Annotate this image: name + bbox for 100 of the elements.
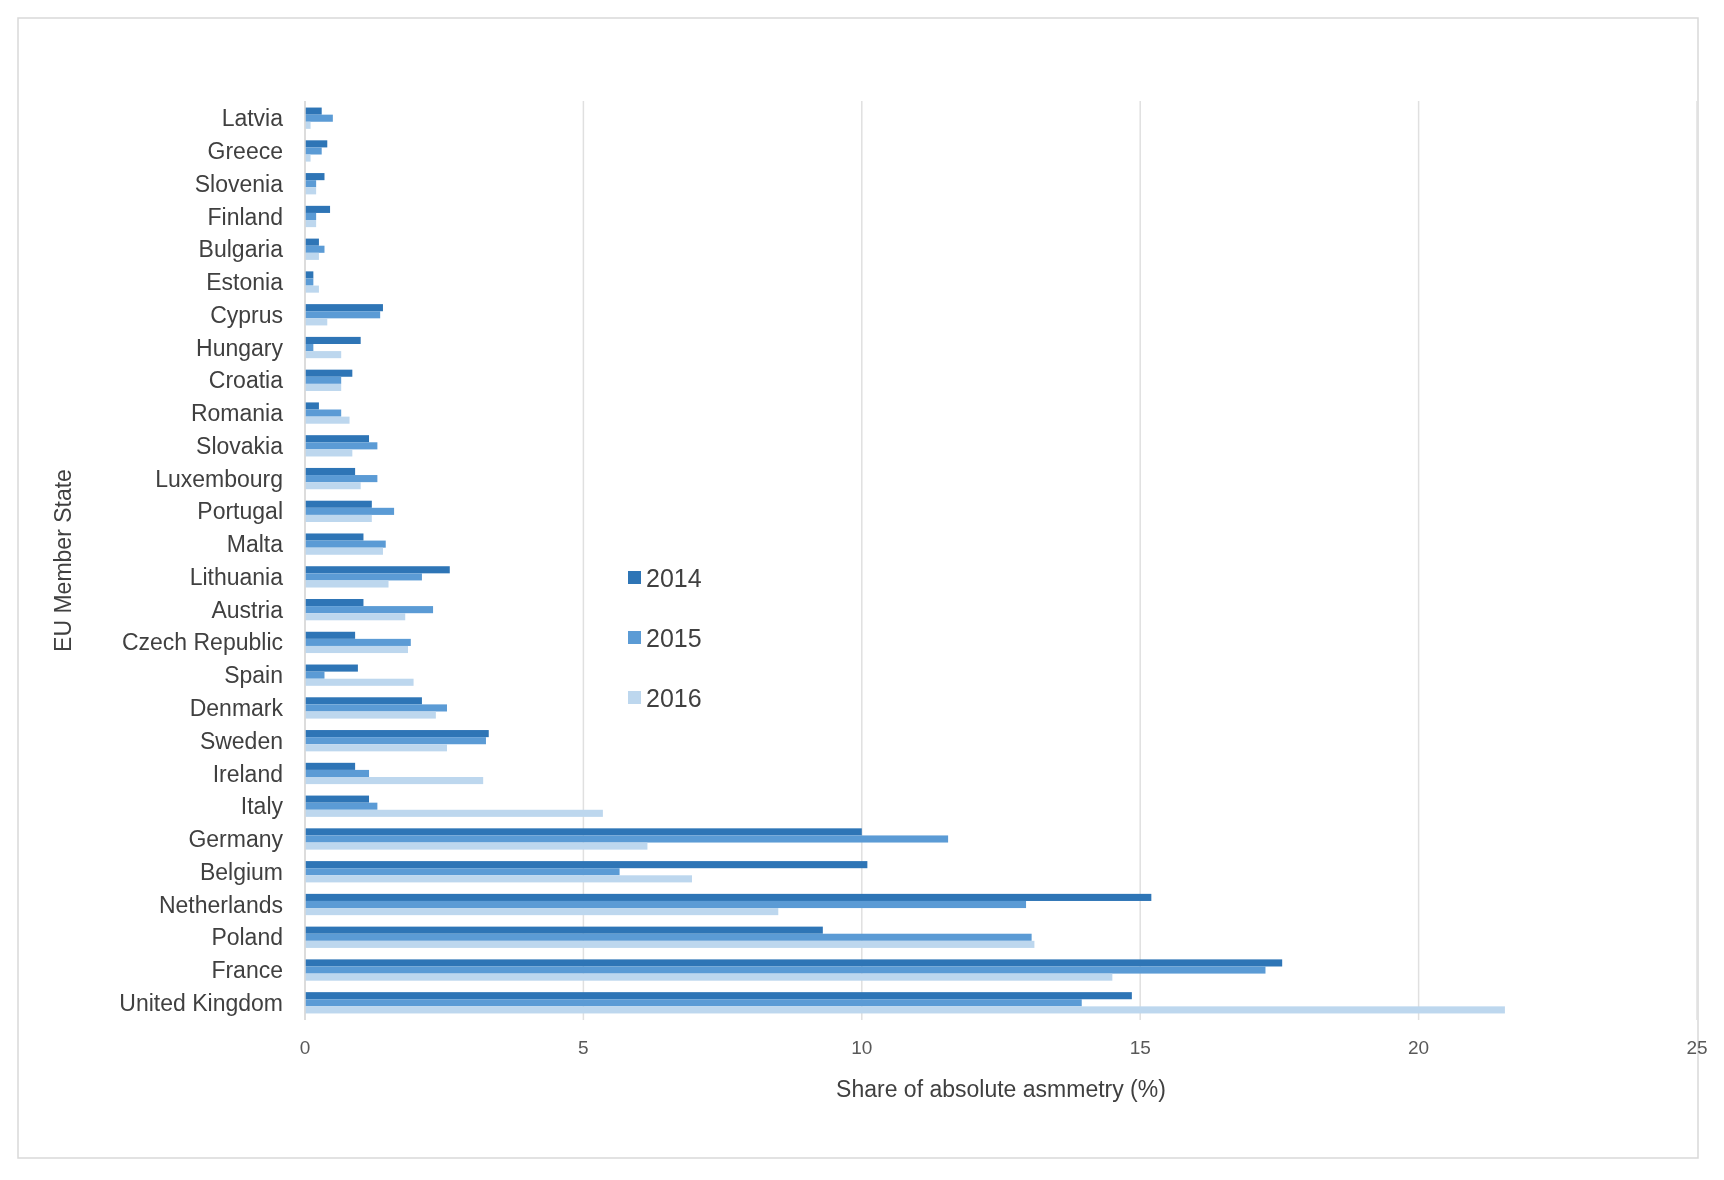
y-tick-label: Cyprus xyxy=(210,301,283,328)
y-tick-label: Slovakia xyxy=(196,432,284,459)
y-tick-label: Luxembourg xyxy=(155,465,283,492)
y-tick-label: Finland xyxy=(207,203,283,230)
y-tick-label: Latvia xyxy=(221,105,284,132)
bar xyxy=(305,507,395,515)
bar xyxy=(305,631,356,639)
x-tick-label: 5 xyxy=(578,1037,589,1058)
bar xyxy=(305,861,868,869)
bar xyxy=(305,402,319,410)
y-tick-label: Czech Republic xyxy=(121,629,283,656)
bar xyxy=(305,580,389,588)
bar xyxy=(305,173,325,181)
x-tick-label: 25 xyxy=(1686,1037,1708,1058)
bar xyxy=(305,940,1035,948)
bar xyxy=(305,966,1266,974)
x-tick-label: 15 xyxy=(1129,1037,1151,1058)
y-tick-label: Austria xyxy=(211,596,284,623)
y-tick-label: Italy xyxy=(240,793,284,820)
y-tick-label: Sweden xyxy=(199,727,283,754)
bar xyxy=(305,842,648,850)
bar xyxy=(305,671,325,679)
bar xyxy=(305,777,484,785)
bar xyxy=(305,737,486,745)
bar xyxy=(305,1006,1505,1014)
y-tick-label: Ireland xyxy=(212,760,283,787)
legend-label: 2015 xyxy=(646,623,702,652)
y-tick-label: Poland xyxy=(211,924,283,951)
bar xyxy=(305,435,370,443)
bar xyxy=(305,730,489,738)
bar xyxy=(305,482,361,490)
y-tick-label: Netherlands xyxy=(158,891,283,918)
y-tick-label: Greece xyxy=(207,138,283,165)
bar xyxy=(305,664,358,672)
bar xyxy=(305,704,447,712)
bar xyxy=(305,238,319,246)
y-tick-label: Lithuania xyxy=(189,563,284,590)
bar xyxy=(305,868,620,876)
y-tick-label: Spain xyxy=(224,662,283,689)
bar xyxy=(305,547,383,555)
bar xyxy=(305,933,1032,941)
bar xyxy=(305,500,372,508)
bar xyxy=(305,409,342,417)
bar xyxy=(305,926,823,934)
bar xyxy=(305,645,409,654)
bar xyxy=(305,678,414,686)
legend-label: 2016 xyxy=(646,683,702,712)
y-tick-label: Denmark xyxy=(189,694,284,721)
bar xyxy=(305,114,333,122)
bar xyxy=(305,205,331,213)
bar xyxy=(305,973,1113,981)
bar xyxy=(305,744,447,752)
bar xyxy=(305,875,692,883)
bar xyxy=(305,533,364,541)
bar xyxy=(305,318,328,326)
y-tick-label: Hungary xyxy=(196,334,284,361)
bar xyxy=(305,245,325,253)
bar xyxy=(305,442,378,450)
bar xyxy=(305,893,1152,901)
bar xyxy=(305,416,350,424)
bar xyxy=(305,351,342,359)
bar xyxy=(305,573,422,581)
bar xyxy=(305,336,361,344)
bar xyxy=(305,304,383,312)
bar xyxy=(305,475,378,483)
bar xyxy=(305,959,1283,967)
bar xyxy=(305,762,356,770)
bar xyxy=(305,540,386,548)
legend-label: 2014 xyxy=(646,563,702,592)
bar xyxy=(305,514,372,522)
y-tick-label: United Kingdom xyxy=(119,989,283,1016)
y-tick-label: Estonia xyxy=(206,269,284,296)
bar xyxy=(305,697,422,705)
bar xyxy=(305,900,1027,909)
y-tick-label: Portugal xyxy=(197,498,283,525)
bar xyxy=(305,252,319,260)
bar xyxy=(305,802,378,810)
y-tick-label: Slovenia xyxy=(194,170,284,197)
bar xyxy=(305,278,314,286)
bar xyxy=(305,467,356,476)
x-axis-title: Share of absolute asmmetry (%) xyxy=(836,1076,1166,1102)
bar xyxy=(305,999,1082,1007)
bar xyxy=(305,613,406,621)
y-tick-label: Romania xyxy=(190,400,284,427)
bar xyxy=(305,992,1132,1000)
bar xyxy=(305,449,353,457)
x-tick-label: 20 xyxy=(1408,1037,1430,1058)
bar xyxy=(305,795,370,803)
bar xyxy=(305,566,450,574)
bar xyxy=(305,311,381,319)
y-tick-label: Bulgaria xyxy=(198,236,284,263)
bar xyxy=(305,285,319,293)
bar xyxy=(305,711,436,719)
y-tick-label: Germany xyxy=(188,826,284,853)
bar xyxy=(305,599,364,607)
bar xyxy=(305,769,370,778)
bar xyxy=(305,383,342,391)
y-tick-label: Croatia xyxy=(208,367,284,394)
bar xyxy=(305,606,434,614)
bar xyxy=(305,809,603,817)
